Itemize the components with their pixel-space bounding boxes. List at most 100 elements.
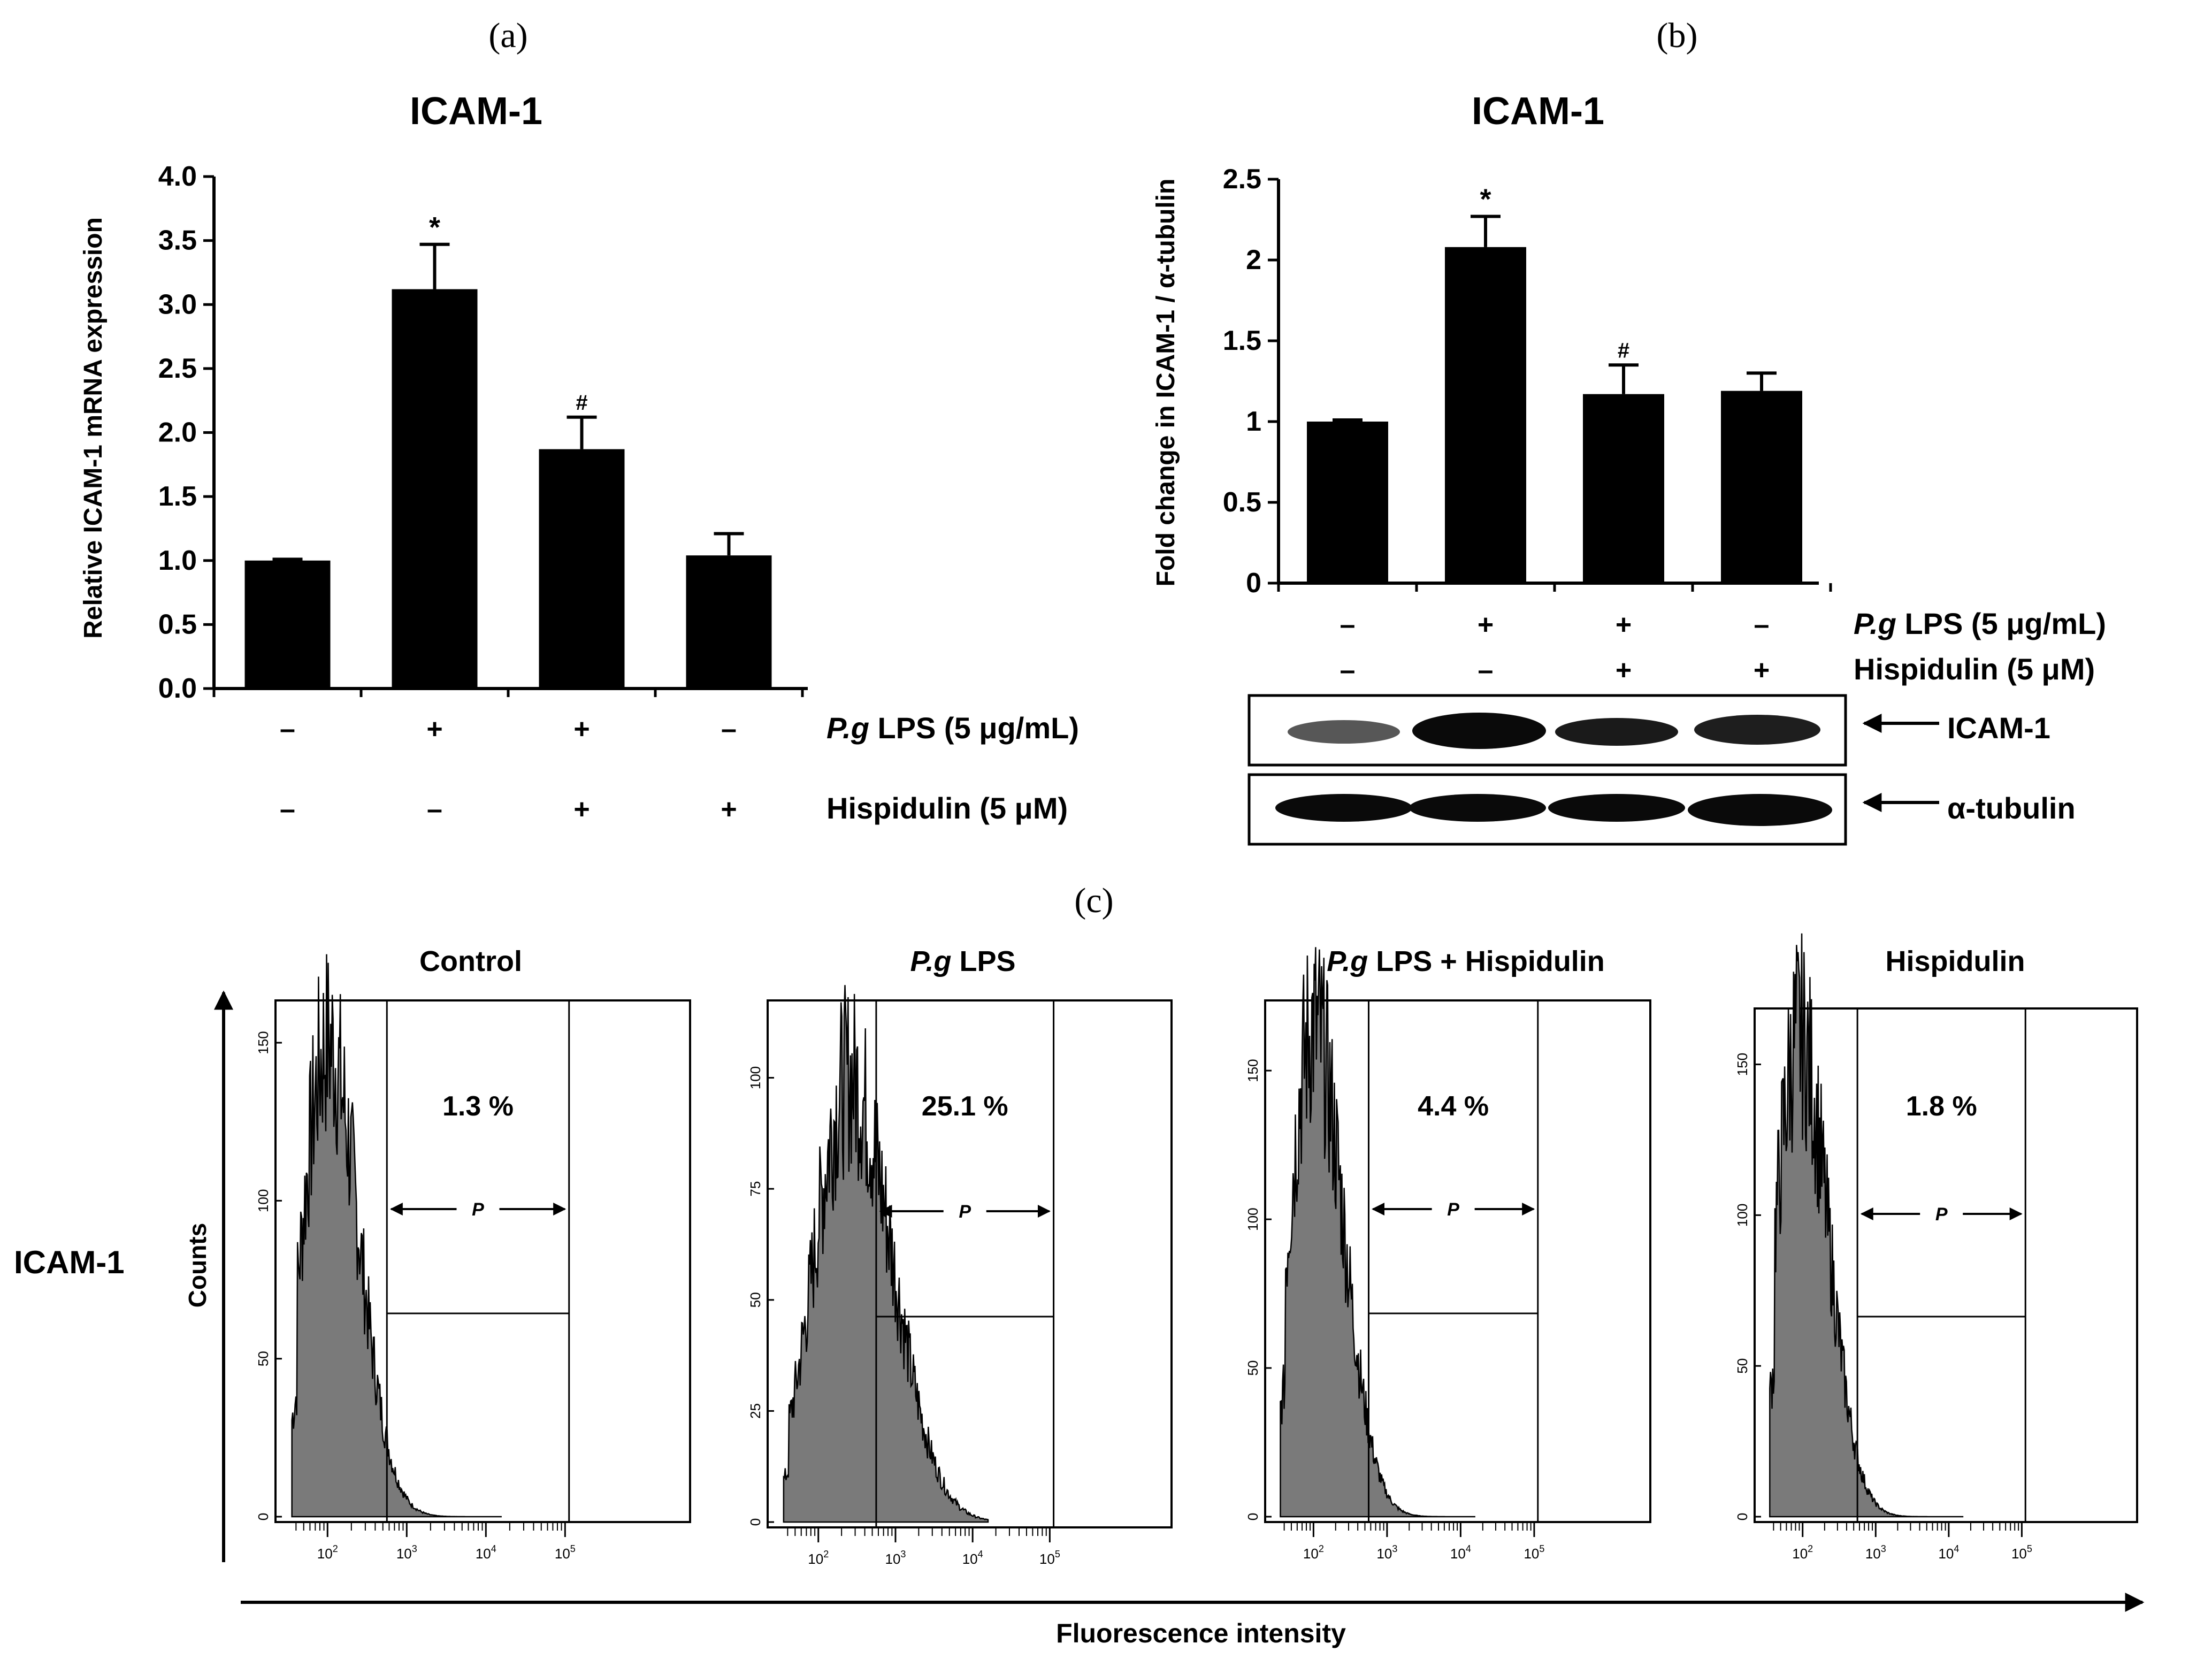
histogram-y-tick-label: 100 bbox=[1734, 1204, 1750, 1227]
blot-band-icam1-hisp bbox=[1694, 715, 1820, 745]
b-y-tick-label: 0.5 bbox=[1223, 487, 1261, 518]
histogram-plot-3: Hispidulin 0 50 100 150 102 103 104 105 P 1.8 % bbox=[1734, 933, 2138, 1562]
histogram-y-tick-label: 100 bbox=[255, 1189, 271, 1212]
blot-band-tubulin-lps-hisp bbox=[1548, 794, 1685, 822]
a-condition-sign: + bbox=[573, 714, 590, 745]
histogram-y-tick-label: 75 bbox=[747, 1181, 763, 1197]
blot-band-tubulin-control bbox=[1275, 794, 1412, 822]
a-y-tick-label: 1.0 bbox=[158, 545, 197, 576]
a-y-tick-label: 2.5 bbox=[158, 353, 197, 384]
histogram-y-tick-label: 0 bbox=[255, 1513, 271, 1520]
a-bar-2 bbox=[539, 449, 625, 689]
histogram-x-tick-label: 102 bbox=[1303, 1543, 1324, 1562]
panel-label-a: (a) bbox=[488, 16, 527, 55]
a-bar-3 bbox=[686, 555, 772, 689]
blot-band-icam1-lps-hisp bbox=[1555, 718, 1678, 746]
chart-c-x-label: Fluorescence intensity bbox=[1056, 1618, 1346, 1648]
histogram-title-3: Hispidulin bbox=[1886, 945, 2025, 977]
chart-c-y-label: Counts bbox=[183, 1223, 211, 1308]
a-condition-sign: – bbox=[280, 714, 295, 745]
histogram-plot-1: P.g LPS 0 25 50 75 100 102 103 104 105 P 25.1 % bbox=[747, 945, 1173, 1567]
histogram-x-tick-label: 104 bbox=[1938, 1543, 1959, 1562]
a-condition-sign: + bbox=[573, 794, 590, 825]
chart-c-row-label: ICAM-1 bbox=[14, 1244, 125, 1280]
histogram-y-tick-label: 0 bbox=[747, 1518, 763, 1526]
histogram-percent-3: 1.8 % bbox=[1906, 1091, 1977, 1122]
histogram-y-tick-label: 50 bbox=[255, 1351, 271, 1366]
histogram-plot-0: Control 0 50 100 150 102 103 104 105 P 1.3 % bbox=[255, 945, 691, 1562]
b-bar-3 bbox=[1721, 391, 1802, 583]
chart-b: ICAM-1 Fold change in ICAM-1 / α-tubulin… bbox=[1152, 90, 2106, 846]
a-condition-label-1: Hispidulin (5 μM) bbox=[826, 791, 1068, 825]
histogram-distribution-2 bbox=[1280, 947, 1475, 1518]
histogram-gate-label-1: P bbox=[959, 1202, 971, 1222]
b-bar-2 bbox=[1583, 394, 1664, 583]
blot-label-tubulin: α-tubulin bbox=[1947, 791, 2076, 825]
histogram-y-tick-label: 0 bbox=[1734, 1513, 1750, 1520]
histogram-y-tick-label: 0 bbox=[1245, 1513, 1261, 1520]
histogram-y-tick-label: 50 bbox=[1734, 1358, 1750, 1374]
a-significance-2: # bbox=[576, 391, 587, 415]
histogram-y-tick-label: 100 bbox=[747, 1066, 763, 1089]
a-condition-sign: – bbox=[427, 794, 442, 825]
b-bar-1 bbox=[1445, 247, 1526, 584]
a-condition-sign: – bbox=[721, 714, 737, 745]
histogram-x-tick-label: 104 bbox=[962, 1549, 983, 1567]
chart-b-title: ICAM-1 bbox=[1472, 90, 1604, 133]
histogram-gate-label-2: P bbox=[1447, 1199, 1459, 1220]
blot-band-tubulin-hisp bbox=[1688, 794, 1832, 826]
b-condition-label-1: Hispidulin (5 μM) bbox=[1854, 652, 2095, 686]
a-y-tick-label: 0.0 bbox=[158, 673, 197, 704]
histogram-x-tick-label: 103 bbox=[1865, 1543, 1886, 1562]
a-y-tick-label: 4.0 bbox=[158, 161, 197, 192]
histogram-y-tick-label: 50 bbox=[1245, 1360, 1261, 1376]
histogram-x-tick-label: 102 bbox=[808, 1549, 829, 1567]
histogram-percent-1: 25.1 % bbox=[922, 1091, 1008, 1122]
blot-band-icam1-control bbox=[1288, 720, 1400, 744]
chart-b-y-label: Fold change in ICAM-1 / α-tubulin bbox=[1152, 179, 1180, 587]
histogram-y-tick-label: 150 bbox=[1734, 1053, 1750, 1076]
panel-label-c: (c) bbox=[1074, 881, 1113, 920]
a-bar-1 bbox=[392, 289, 478, 689]
histogram-percent-0: 1.3 % bbox=[442, 1091, 514, 1122]
histogram-y-tick-label: 50 bbox=[747, 1292, 763, 1308]
histogram-x-tick-label: 105 bbox=[555, 1543, 576, 1562]
b-significance-2: # bbox=[1618, 339, 1629, 362]
b-condition-sign: – bbox=[1340, 655, 1356, 686]
b-y-tick-label: 0 bbox=[1246, 568, 1261, 599]
b-bar-0 bbox=[1307, 422, 1388, 583]
histogram-x-tick-label: 105 bbox=[1039, 1549, 1060, 1567]
a-condition-sign: + bbox=[721, 794, 737, 825]
a-condition-sign: + bbox=[426, 714, 442, 745]
histogram-gate-label-3: P bbox=[1935, 1204, 1948, 1225]
chart-a: ICAM-1 Relative ICAM-1 mRNA expression 0… bbox=[79, 90, 1079, 825]
histogram-percent-2: 4.4 % bbox=[1418, 1091, 1489, 1122]
a-y-tick-label: 0.5 bbox=[158, 609, 197, 640]
histogram-distribution-3 bbox=[1769, 933, 1964, 1518]
histogram-x-tick-label: 103 bbox=[1376, 1543, 1397, 1562]
b-condition-sign: + bbox=[1754, 655, 1770, 686]
a-y-tick-label: 3.5 bbox=[158, 225, 197, 256]
b-condition-sign: + bbox=[1616, 609, 1632, 640]
blot-band-icam1-lps bbox=[1412, 713, 1546, 749]
chart-c: ICAM-1 Counts Fluorescence intensity Con… bbox=[14, 933, 2145, 1648]
histogram-x-tick-label: 104 bbox=[1450, 1543, 1471, 1562]
western-blot: ICAM-1 α-tubulin bbox=[1247, 694, 2076, 846]
histogram-x-tick-label: 105 bbox=[1524, 1543, 1544, 1562]
histogram-x-tick-label: 103 bbox=[396, 1543, 417, 1562]
blot-label-icam1: ICAM-1 bbox=[1947, 711, 2050, 745]
chart-a-title: ICAM-1 bbox=[410, 90, 542, 133]
a-y-tick-label: 3.0 bbox=[158, 289, 197, 320]
b-y-tick-label: 2 bbox=[1246, 244, 1261, 276]
histogram-distribution-1 bbox=[783, 985, 989, 1523]
a-condition-sign: – bbox=[280, 794, 295, 825]
chart-a-y-label: Relative ICAM-1 mRNA expression bbox=[79, 217, 108, 639]
b-significance-1: * bbox=[1480, 183, 1491, 215]
histogram-x-tick-label: 105 bbox=[2011, 1543, 2032, 1562]
histogram-title-2: P.g LPS + Hispidulin bbox=[1327, 945, 1605, 977]
histogram-y-tick-label: 100 bbox=[1245, 1207, 1261, 1230]
a-condition-label-0: P.g LPS (5 μg/mL) bbox=[826, 711, 1079, 745]
histogram-y-tick-label: 150 bbox=[1245, 1059, 1261, 1082]
a-significance-1: * bbox=[429, 211, 440, 243]
